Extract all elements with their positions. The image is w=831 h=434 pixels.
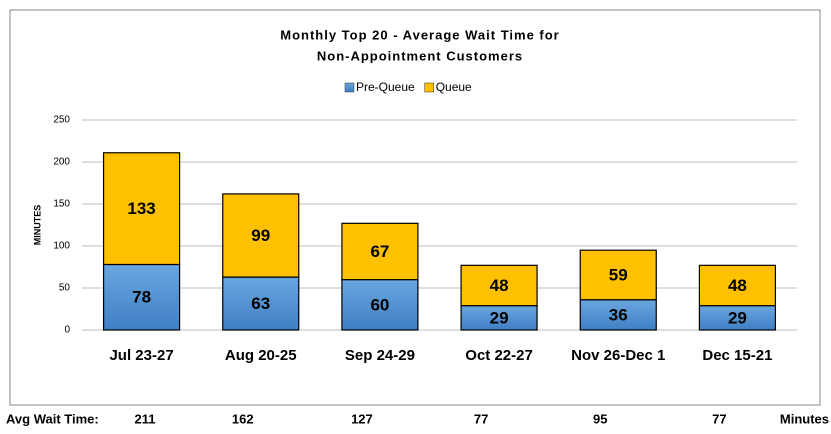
footer-value: 162: [232, 411, 254, 426]
y-tick-label: 100: [53, 241, 70, 252]
x-tick-label: Oct 22-27: [465, 347, 533, 364]
x-tick-label: Sep 24-29: [345, 347, 415, 364]
footer-value: 95: [593, 411, 607, 426]
bar-segment: [222, 193, 300, 278]
y-tick-label: 0: [64, 325, 70, 336]
y-tick-label: 50: [59, 283, 71, 294]
x-tick-label: Dec 15-21: [702, 347, 772, 364]
footer-unit: Minutes: [780, 411, 829, 426]
footer-value: 127: [351, 411, 373, 426]
data-label: 78: [132, 288, 151, 307]
x-tick-label: Jul 23-27: [109, 347, 173, 364]
data-label: 99: [251, 226, 270, 245]
data-label: 29: [728, 308, 747, 327]
bar-segment: [341, 279, 419, 331]
data-label: 48: [490, 276, 509, 295]
bar-segment: [341, 222, 419, 281]
bar-segment: [460, 264, 538, 307]
y-tick-label: 150: [53, 199, 70, 210]
chart-title: Monthly Top 20 - Average Wait Time for: [280, 27, 560, 42]
bar-segment: [579, 249, 657, 301]
x-tick-label: Aug 20-25: [225, 347, 297, 364]
data-label: 48: [728, 276, 747, 295]
legend-swatch: [424, 82, 434, 93]
footer-value: 77: [474, 411, 488, 426]
bar-segment: [579, 299, 657, 331]
x-tick-label: Nov 26-Dec 1: [571, 347, 665, 364]
data-label: 60: [370, 295, 389, 314]
bar-segment: [102, 263, 181, 331]
y-axis-label: MINUTES: [32, 205, 42, 246]
footer-value: 211: [135, 411, 156, 426]
legend-label: Pre-Queue: [356, 80, 415, 94]
data-label: 63: [251, 294, 270, 313]
footer-label: Avg Wait Time:: [6, 411, 99, 426]
footer-value: 77: [712, 411, 726, 426]
bar-segment: [460, 305, 538, 331]
data-label: 67: [370, 242, 389, 261]
y-tick-label: 200: [53, 157, 70, 168]
bar-segment: [102, 152, 181, 266]
bar-segment: [698, 264, 777, 307]
data-label: 59: [609, 265, 628, 284]
data-label: 133: [127, 199, 155, 218]
data-label: 29: [490, 308, 509, 327]
chart-title: Non-Appointment Customers: [317, 48, 523, 63]
legend-swatch: [344, 82, 355, 93]
legend-label: Queue: [436, 80, 472, 94]
y-tick-label: 250: [53, 115, 70, 126]
data-label: 36: [609, 305, 628, 324]
